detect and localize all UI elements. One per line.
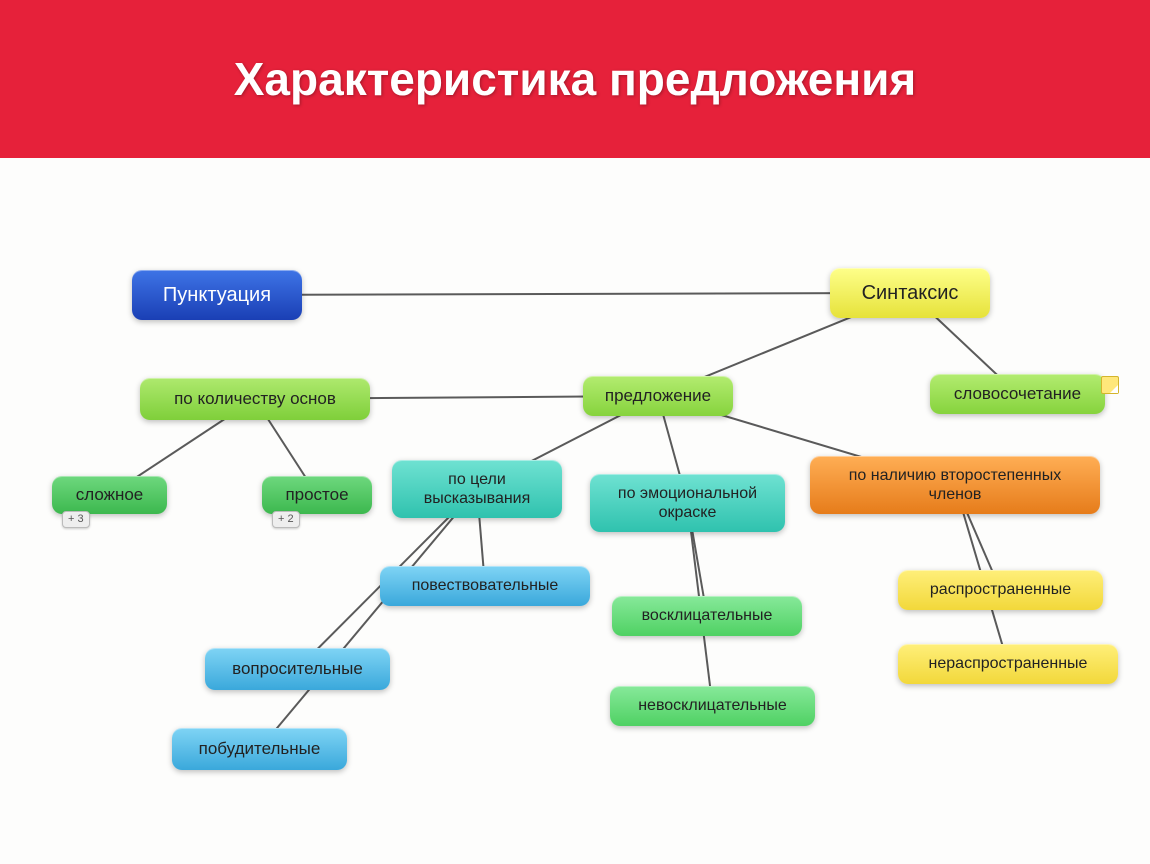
node-syntax[interactable]: Синтаксис xyxy=(830,268,990,318)
node-interrogative[interactable]: вопросительные xyxy=(205,648,390,690)
diagram-canvas: Пунктуация Синтаксис по количеству основ пр… xyxy=(0,158,1150,864)
node-phrase[interactable]: словосочетание xyxy=(930,374,1105,414)
node-nonextended[interactable]: нераспространенные xyxy=(898,644,1118,684)
note-icon[interactable] xyxy=(1101,376,1119,394)
edge-punct-syntax xyxy=(217,293,910,295)
node-secondary[interactable]: по наличию второстепенных членов xyxy=(810,456,1100,514)
node-goal[interactable]: по цели высказывания xyxy=(392,460,562,518)
node-emotion[interactable]: по эмоциональной окраске xyxy=(590,474,785,532)
expand-badge[interactable]: + 3 xyxy=(62,511,90,528)
node-simple[interactable]: простое+ 2 xyxy=(262,476,372,514)
page-title: Характеристика предложения xyxy=(0,0,1150,158)
node-narrative[interactable]: повествовательные xyxy=(380,566,590,606)
node-punct[interactable]: Пунктуация xyxy=(132,270,302,320)
node-complex[interactable]: сложное+ 3 xyxy=(52,476,167,514)
edge-goal-imperative xyxy=(260,489,478,749)
node-bases[interactable]: по количеству основ xyxy=(140,378,370,420)
node-imperative[interactable]: побудительные xyxy=(172,728,347,770)
node-exclaim[interactable]: восклицательные xyxy=(612,596,802,636)
node-sentence[interactable]: предложение xyxy=(583,376,733,416)
node-extended[interactable]: распространенные xyxy=(898,570,1103,610)
node-nonexclaim[interactable]: невосклицательные xyxy=(610,686,815,726)
expand-badge[interactable]: + 2 xyxy=(272,511,300,528)
